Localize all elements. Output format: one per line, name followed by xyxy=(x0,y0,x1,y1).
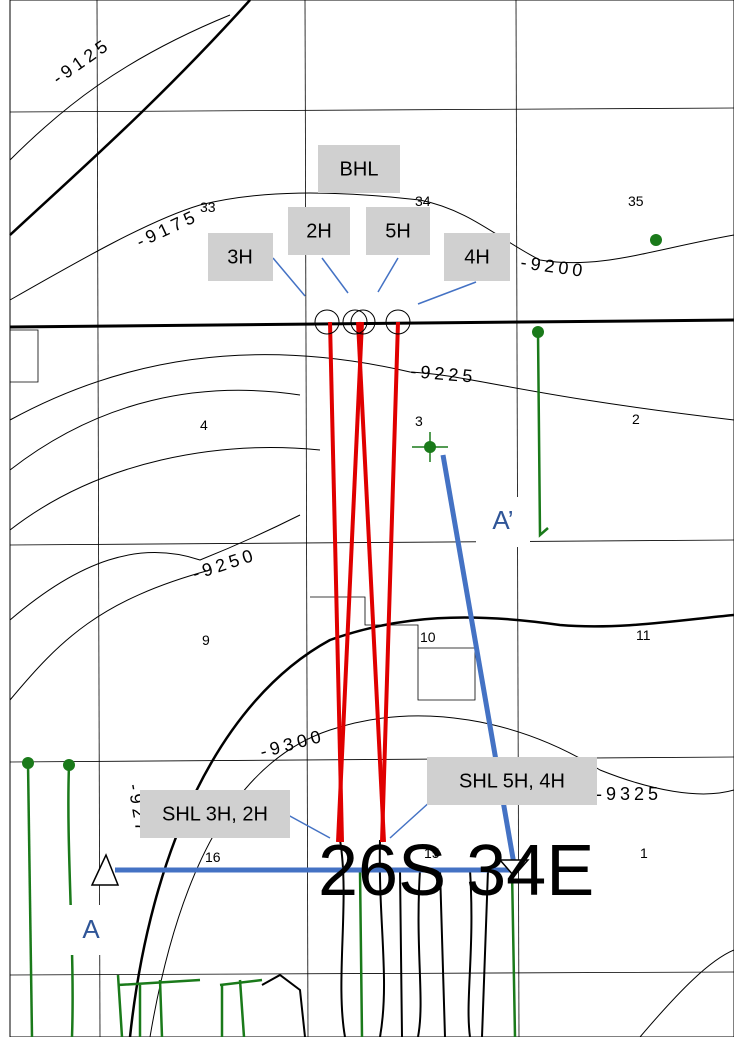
callout: 5H xyxy=(385,220,411,242)
section-number: 35 xyxy=(628,193,644,209)
section-number: 4 xyxy=(200,417,208,433)
section-numbers: 33 34 35 4 3 2 9 10 11 16 15 1 xyxy=(200,193,651,865)
label-backdrop xyxy=(476,497,530,547)
section-start-label: A xyxy=(82,914,100,944)
callout: 2H xyxy=(306,220,332,242)
section-number: 3 xyxy=(415,413,423,429)
section-end-label: A’ xyxy=(492,505,513,535)
section-number: 9 xyxy=(202,632,210,648)
section-number: 10 xyxy=(420,629,436,645)
callout: SHL 5H, 4H xyxy=(459,770,565,792)
section-number: 11 xyxy=(636,627,651,643)
label-backdrop xyxy=(68,905,114,955)
contour-label: -9325 xyxy=(596,784,662,804)
laterals xyxy=(261,839,489,1037)
callout-arrows xyxy=(272,257,477,839)
bhl-circles xyxy=(314,309,411,335)
section-number: 1 xyxy=(640,845,648,861)
wells xyxy=(22,234,662,1037)
callouts: BHL 3H 2H 5H 4H SHL 3H, 2H SHL 5H, 4H xyxy=(140,145,597,838)
callout: BHL xyxy=(340,158,379,180)
callout: SHL 3H, 2H xyxy=(162,803,268,825)
section-number: 2 xyxy=(632,411,640,427)
section-number: 34 xyxy=(415,193,431,209)
callout: 3H xyxy=(227,246,253,268)
section-end-markers xyxy=(90,853,530,886)
section-number: 33 xyxy=(200,199,216,215)
section-number: 16 xyxy=(205,849,221,865)
well-paths xyxy=(328,321,400,843)
callout: 4H xyxy=(464,246,490,268)
township-label: 26S 34E xyxy=(318,831,594,911)
section-number: 15 xyxy=(424,845,440,861)
